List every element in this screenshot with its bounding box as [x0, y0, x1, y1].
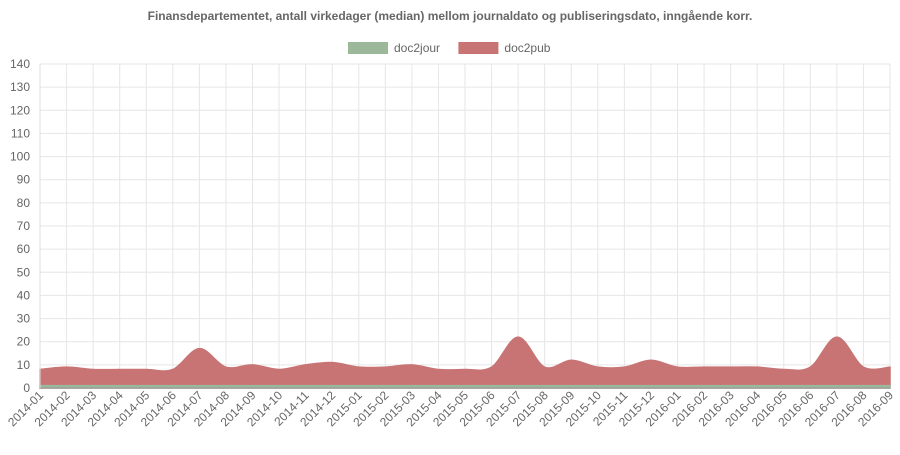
- y-tick-label: 60: [17, 242, 31, 256]
- y-tick-label: 100: [10, 150, 30, 164]
- chart-title: Finansdepartementet, antall virkedager (…: [148, 9, 753, 23]
- y-tick-label: 10: [17, 358, 31, 372]
- y-tick-label: 0: [23, 381, 30, 395]
- y-tick-label: 70: [17, 219, 31, 233]
- y-tick-label: 90: [17, 173, 31, 187]
- y-tick-label: 140: [10, 57, 30, 71]
- y-axis-ticks: 0 10 20 30 40 50 60 70 80 90 100 110 120 130 140: [10, 57, 30, 395]
- grid: [40, 64, 890, 388]
- y-tick-label: 40: [17, 288, 31, 302]
- legend-item-doc2pub[interactable]: doc2pub: [458, 41, 550, 55]
- legend-label: doc2jour: [394, 41, 440, 55]
- legend-label: doc2pub: [504, 41, 550, 55]
- x-axis-ticks: 2014-012014-022014-032014-042014-052014-…: [5, 388, 896, 429]
- y-tick-label: 20: [17, 335, 31, 349]
- y-tick-label: 110: [11, 126, 30, 140]
- y-tick-label: 80: [17, 196, 31, 210]
- y-tick-label: 30: [17, 312, 31, 326]
- legend-item-doc2jour[interactable]: doc2jour: [348, 41, 440, 55]
- legend-swatch: [458, 42, 498, 54]
- legend-swatch: [348, 42, 388, 54]
- y-tick-label: 120: [10, 103, 30, 117]
- y-tick-label: 50: [17, 265, 31, 279]
- legend: doc2jour doc2pub: [348, 41, 551, 55]
- y-tick-label: 130: [10, 80, 30, 94]
